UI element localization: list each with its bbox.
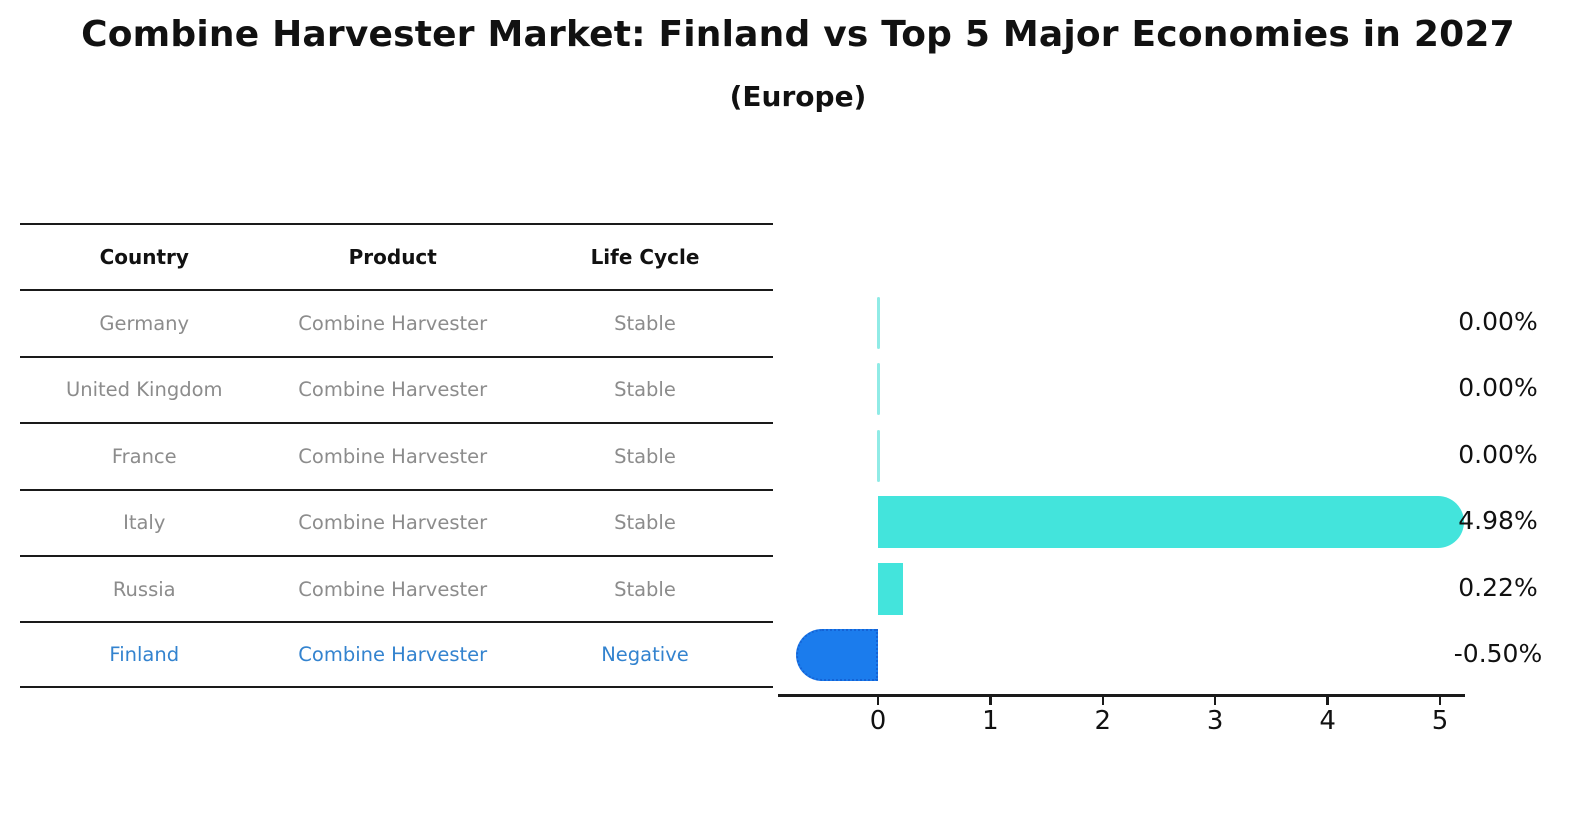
cell-country: Finland (109, 643, 180, 667)
cell-life-cycle: Negative (601, 643, 689, 667)
cell-product: Combine Harvester (298, 312, 488, 336)
cell-country: Russia (112, 577, 176, 601)
value-label-russia: 0.22% (1458, 572, 1538, 602)
x-axis-line (778, 693, 1465, 697)
cell-product: Combine Harvester (298, 378, 488, 402)
table-row-germany: Germany Combine Harvester Stable (20, 289, 773, 355)
cell-life-cycle: Stable (614, 312, 676, 336)
country-table: Country Product Life Cycle Germany Combi… (20, 223, 773, 688)
value-label-italy: 4.98% (1458, 506, 1538, 536)
cell-country: Germany (99, 312, 190, 336)
bar-russia (878, 562, 903, 615)
table-row-russia: Russia Combine Harvester Stable (20, 554, 773, 621)
cell-life-cycle: Stable (614, 444, 676, 468)
x-tick-label-1: 1 (982, 706, 999, 736)
cell-product: Combine Harvester (298, 444, 488, 468)
x-tick-mark-4 (1326, 696, 1329, 705)
value-label-germany: 0.00% (1458, 307, 1538, 336)
cell-product: Combine Harvester (298, 511, 488, 535)
bar-italy (878, 496, 1464, 549)
cell-country: Italy (123, 511, 166, 535)
column-header-country: Country (99, 245, 189, 270)
cell-country: France (111, 444, 177, 468)
cell-life-cycle: Stable (614, 511, 676, 535)
x-tick-mark-3 (1213, 696, 1217, 705)
x-tick-label-2: 2 (1094, 706, 1112, 736)
cell-life-cycle: Stable (614, 577, 676, 601)
bar-germany (877, 297, 880, 349)
column-header-product: Product (348, 245, 437, 270)
cell-life-cycle: Stable (614, 378, 676, 402)
cell-country: United Kingdom (65, 378, 223, 402)
x-tick-mark-0 (876, 696, 880, 705)
x-tick-label-3: 3 (1206, 706, 1224, 736)
x-tick-mark-2 (1101, 696, 1105, 705)
bar-finland (795, 629, 878, 681)
cell-product: Combine Harvester (298, 643, 488, 667)
column-header-life-cycle: Life Cycle (590, 245, 700, 270)
bar-france (877, 429, 880, 482)
x-tick-mark-1 (989, 696, 992, 705)
x-tick-mark-5 (1438, 696, 1442, 705)
x-tick-label-5: 5 (1431, 706, 1449, 736)
table-row-italy: Italy Combine Harvester Stable (20, 488, 773, 555)
x-tick-label-4: 4 (1319, 706, 1336, 736)
chart-title: Combine Harvester Market: Finland vs Top… (81, 14, 1515, 55)
value-label-finland: -0.50% (1453, 639, 1543, 668)
table-row-finland: Finland Combine Harvester Negative (20, 621, 773, 688)
x-tick-label-0: 0 (869, 706, 887, 736)
table-row-france: France Combine Harvester Stable (20, 422, 773, 488)
value-label-united-kingdom: 0.00% (1458, 373, 1538, 403)
bar-united-kingdom (877, 363, 880, 416)
value-label-france: 0.00% (1458, 439, 1538, 469)
cell-product: Combine Harvester (298, 577, 488, 601)
chart-subtitle: (Europe) (729, 80, 867, 113)
table-header-row: Country Product Life Cycle (20, 223, 773, 289)
table-row-united-kingdom: United Kingdom Combine Harvester Stable (20, 355, 773, 422)
